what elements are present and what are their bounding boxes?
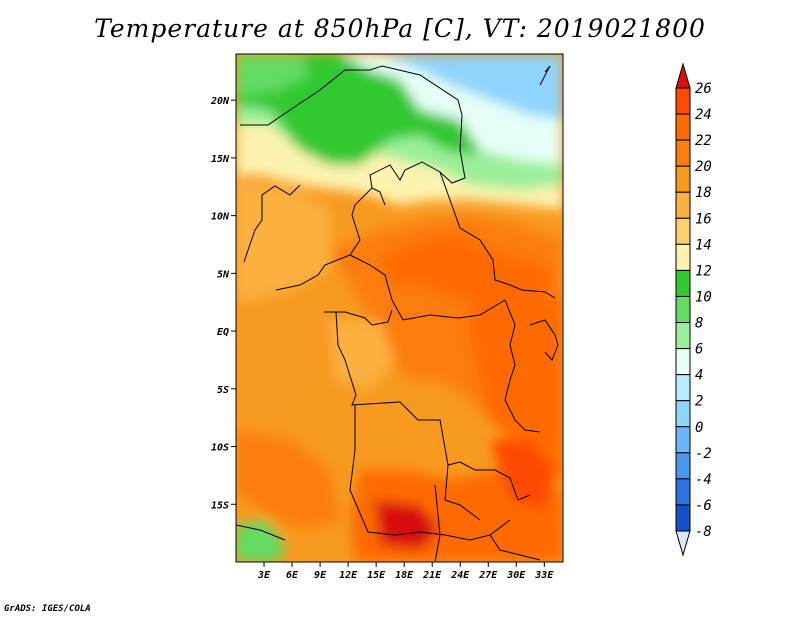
field-26-core: [375, 500, 440, 550]
colorbar-segment: [675, 322, 691, 350]
field-10-sw: [236, 520, 285, 562]
field-24-north: [380, 235, 555, 300]
colorbar-label: 24: [695, 107, 712, 123]
colorbar-segment: [675, 243, 691, 271]
colorbar-segment: [675, 191, 691, 219]
x-tick-label: 6E: [286, 570, 299, 581]
y-tick-label: 5N: [217, 269, 230, 280]
colorbar-label: 2: [695, 394, 703, 410]
x-tick-label: 12E: [339, 570, 358, 581]
colorbar-segment: [675, 269, 691, 297]
y-tick-label: 15N: [211, 154, 230, 165]
colorbar-label: 14: [695, 237, 712, 253]
field-24-east: [470, 295, 563, 480]
field-10-nw: [236, 54, 310, 95]
x-tick-label: 15E: [367, 570, 386, 581]
field-18-basin: [330, 320, 395, 390]
country-borders: [236, 65, 559, 562]
grads-credit: GrADS: IGES/COLA: [4, 604, 91, 614]
y-tick-label: EQ: [217, 327, 229, 338]
y-tick-label: 5S: [217, 385, 229, 396]
chart-title: Temperature at 850hPa [C], VT: 201902180…: [94, 14, 706, 43]
colorbar-label: 10: [695, 289, 712, 305]
y-tick-label: 10S: [211, 443, 229, 454]
field-22-sw: [236, 430, 340, 530]
colorbar-label: 12: [695, 263, 712, 279]
colorbar-label: 20: [695, 159, 712, 175]
colorbar-label: 8: [695, 316, 703, 332]
y-tick-label: 20N: [210, 96, 230, 107]
colorbar-segment: [675, 452, 691, 480]
colorbar-label: 6: [695, 342, 703, 358]
x-tick-label: 30E: [506, 570, 526, 581]
axis-ticks: 3E 6E 9E 12E 15E 18E 21E 24E 27E 30E 33E 20N 15N 10N 5…: [210, 96, 554, 581]
colorbar-segment: [675, 400, 691, 428]
field-26-east: [490, 440, 555, 510]
colorbar-label: -6: [695, 498, 712, 514]
colorbar-label: 0: [695, 420, 703, 436]
colorbar-segment: [675, 165, 691, 193]
colorbar-segment: [675, 295, 691, 324]
colorbar-label: 22: [695, 133, 712, 149]
colorbar-label: -2: [695, 446, 712, 462]
field-18-west: [236, 180, 330, 300]
colorbar-segment: [675, 504, 691, 532]
colorbar-segment: [675, 348, 691, 376]
colorbar-label: 26: [695, 81, 712, 97]
x-tick-label: 33E: [534, 570, 554, 581]
y-tick-label: 10N: [211, 212, 230, 223]
colorbar-segment: [675, 87, 691, 115]
x-tick-label: 24E: [450, 570, 470, 581]
field-4-zone: [380, 54, 563, 120]
colorbar-max-arrow: [675, 62, 691, 89]
colorbar-label: 4: [695, 368, 703, 384]
colorbar-min-arrow: [675, 530, 691, 557]
colorbar-segment: [675, 217, 691, 245]
colorbar-segment: [675, 426, 691, 454]
x-tick-label: 18E: [395, 570, 414, 581]
x-tick-label: 3E: [257, 570, 271, 581]
y-tick-label: 15S: [211, 500, 229, 511]
colorbar-segment: [675, 374, 691, 402]
colorbar-segment: [675, 478, 691, 506]
colorbar-label: -4: [695, 472, 712, 488]
x-tick-label: 9E: [314, 570, 327, 581]
map-frame: [235, 53, 564, 563]
field-20-coast: [236, 300, 330, 420]
colorbar-label: 16: [695, 211, 712, 227]
x-tick-label: 21E: [422, 570, 442, 581]
temperature-field: [236, 54, 563, 562]
colorbar-label: 18: [695, 185, 712, 201]
x-tick-label: 27E: [478, 570, 498, 581]
colorbar-segment: [675, 113, 691, 141]
colorbar-label: -8: [695, 524, 712, 540]
colorbar-segment: [675, 139, 691, 167]
